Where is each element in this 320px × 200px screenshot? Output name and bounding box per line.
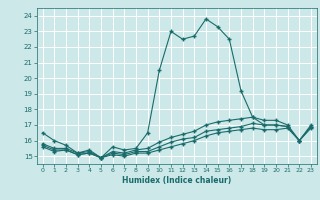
X-axis label: Humidex (Indice chaleur): Humidex (Indice chaleur) (122, 176, 231, 185)
